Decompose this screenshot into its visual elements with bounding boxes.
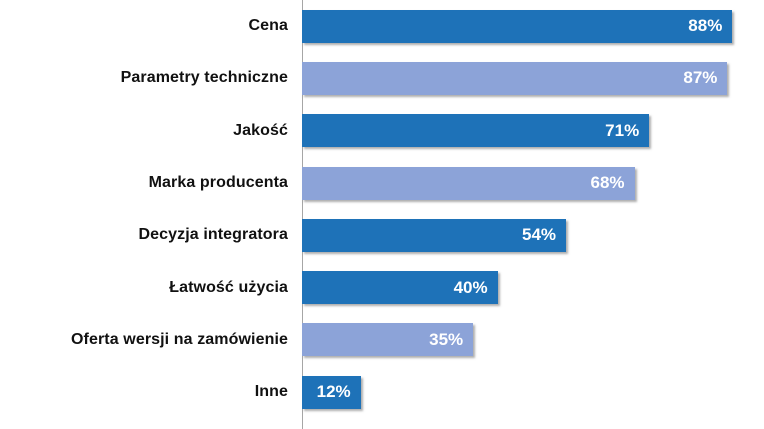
bar-row: Parametry techniczne 87%	[0, 52, 764, 104]
bar-value-label: 40%	[453, 277, 488, 297]
bar-value-label: 35%	[429, 329, 464, 349]
bar-value-label: 54%	[522, 225, 557, 245]
bar: 40%	[302, 271, 498, 305]
category-label: Łatwość użycia	[169, 278, 288, 296]
bar-value-label: 88%	[688, 16, 723, 36]
bar-value-label: 87%	[683, 68, 718, 88]
bar: 12%	[302, 375, 361, 409]
category-label: Marka producenta	[148, 174, 288, 192]
plot-area: 87%	[302, 52, 764, 104]
plot-area: 68%	[302, 157, 764, 209]
plot-area: 71%	[302, 105, 764, 157]
bar-row: Jakość 71%	[0, 105, 764, 157]
bar-row: Oferta wersji na zamówienie 35%	[0, 314, 764, 366]
category-label: Cena	[248, 17, 288, 35]
category-label: Jakość	[233, 121, 288, 139]
category-label: Decyzja integratora	[138, 226, 288, 244]
bar: 35%	[302, 323, 474, 357]
bar: 71%	[302, 114, 650, 148]
bar-row: Decyzja integratora 54%	[0, 209, 764, 261]
bar-row: Łatwość użycia 40%	[0, 261, 764, 313]
category-label: Oferta wersji na zamówienie	[71, 330, 288, 348]
bar-row: Marka producenta 68%	[0, 157, 764, 209]
bar: 68%	[302, 166, 635, 200]
chart-rows: Cena 88% Parametry techniczne 87% Jakość 71% M…	[0, 0, 764, 418]
bar: 88%	[302, 9, 733, 43]
plot-area: 40%	[302, 261, 764, 313]
y-axis-line	[302, 0, 303, 429]
category-label: Parametry techniczne	[120, 69, 288, 87]
plot-area: 35%	[302, 314, 764, 366]
plot-area: 12%	[302, 366, 764, 418]
bar: 54%	[302, 218, 567, 252]
bar-value-label: 71%	[605, 120, 640, 140]
category-label: Inne	[254, 383, 288, 401]
bar-value-label: 68%	[590, 173, 625, 193]
bar-value-label: 12%	[316, 382, 351, 402]
bar: 87%	[302, 61, 728, 95]
bar-row: Inne 12%	[0, 366, 764, 418]
bar-row: Cena 88%	[0, 0, 764, 52]
plot-area: 54%	[302, 209, 764, 261]
plot-area: 88%	[302, 0, 764, 52]
